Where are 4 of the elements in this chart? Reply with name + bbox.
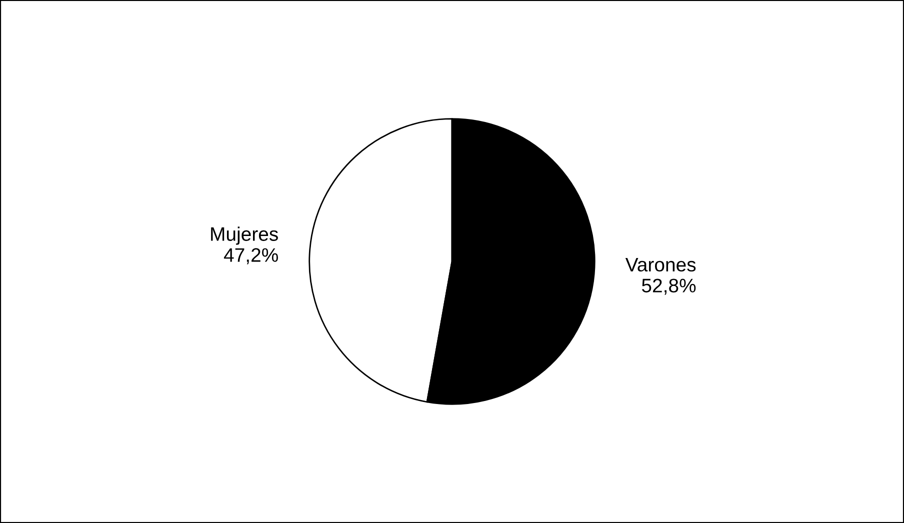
data-label: 47,2%	[224, 248, 278, 264]
slice-label: Varones	[625, 258, 696, 272]
data-label: 52,8%	[642, 278, 696, 295]
slice-label: Mujeres	[211, 226, 278, 245]
